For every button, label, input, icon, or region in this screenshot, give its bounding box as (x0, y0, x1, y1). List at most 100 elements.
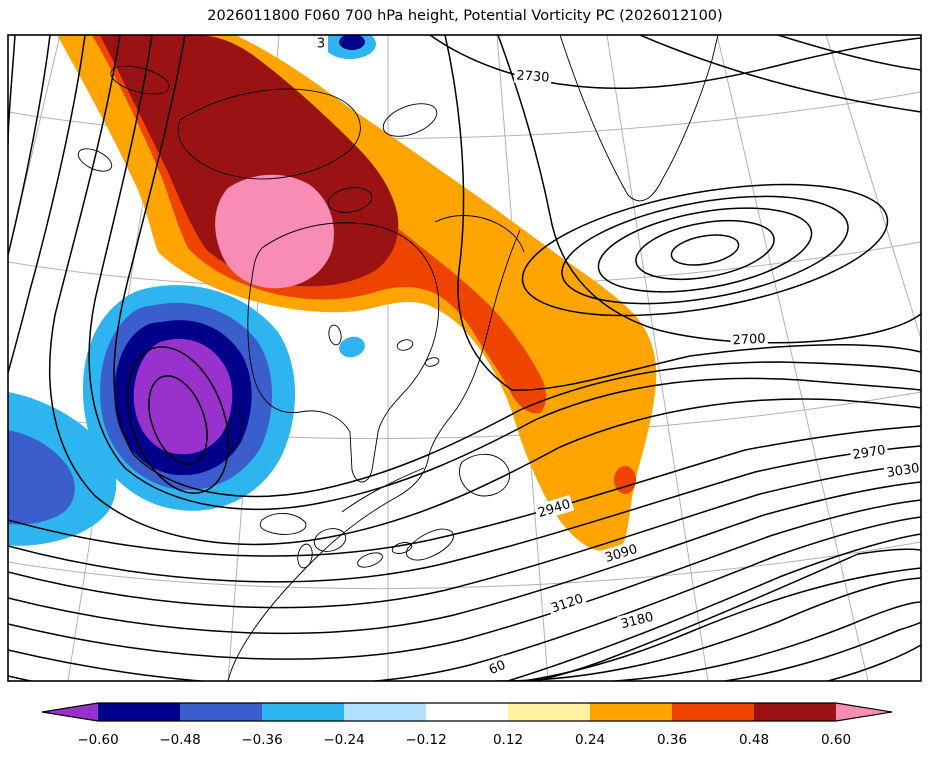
colorbar: −0.60 −0.48 −0.36 −0.24 −0.12 0.12 0.24 0.36 0.4… (41, 702, 893, 748)
pv-negative-west-inner (8, 430, 75, 525)
coast-southampton (327, 187, 373, 213)
colorbar-tick-label: 0.48 (739, 732, 769, 748)
contour-label-text: 2970 (852, 443, 887, 463)
colorbar-tick-label: 0.12 (493, 732, 523, 748)
colorbar-tick-label: 0.36 (657, 732, 687, 748)
contour-line (8, 35, 86, 374)
contour-closed-high (635, 220, 775, 280)
contour-line (8, 35, 16, 146)
contour-line (8, 499, 921, 660)
quebec-lake-1 (396, 339, 414, 351)
colorbar-cell (426, 703, 508, 721)
colorbar-tick-label: −0.36 (241, 732, 282, 748)
coast-island-2 (110, 65, 170, 95)
contour-line (495, 577, 921, 681)
contour-line-2730 (429, 35, 921, 90)
contour-line (200, 548, 921, 681)
coast-island-1 (382, 103, 438, 137)
lake-ontario (391, 542, 413, 554)
lake-huron (313, 528, 347, 552)
pv-positive-spot (614, 466, 636, 494)
pv-positive-core (215, 174, 334, 289)
coast-baffin (177, 88, 361, 180)
contour-label: 2730 (513, 66, 553, 86)
colorbar-cell (98, 703, 180, 721)
contour-line-2700 (497, 35, 921, 344)
contour-line (48, 35, 921, 546)
pv-shading (8, 35, 657, 552)
contour-closed-high (521, 183, 889, 317)
map-frame (7, 34, 922, 682)
colorbar-cell (262, 703, 344, 721)
lake-superior (259, 513, 307, 535)
coast-newfoundland (459, 453, 510, 497)
colorbar-tick-label: −0.24 (323, 732, 364, 748)
contour-label: 3 (314, 35, 328, 52)
contour-line (355, 567, 921, 681)
contour-line (8, 463, 921, 609)
colorbar-cell (672, 703, 754, 721)
contour-label: 3030 (883, 459, 921, 481)
coast-hudson-bay (247, 222, 440, 483)
coast-greenland (559, 35, 719, 202)
contour-label-text: 2730 (516, 68, 550, 85)
colorbar-cell (754, 703, 836, 721)
quebec-lake-2 (424, 357, 440, 367)
contour-line (8, 445, 921, 583)
colorbar-tick-label: −0.12 (405, 732, 446, 748)
height-contours (8, 35, 921, 681)
pv-negative-core (133, 338, 233, 455)
contour-line (113, 35, 921, 498)
colorbar-cell (180, 703, 262, 721)
contour-line (614, 601, 921, 681)
contour-line (777, 35, 921, 71)
colorbar-tick-label: 0.60 (821, 732, 851, 748)
pv-negative-dot (339, 336, 365, 358)
contour-label: 3180 (617, 607, 657, 633)
contour-label: 2970 (849, 441, 889, 463)
contour-label: 3120 (546, 589, 588, 617)
contour-closed-low (148, 375, 208, 465)
coast-nova-scotia (406, 528, 454, 561)
coast-ungava (434, 215, 525, 253)
colorbar-cell (590, 703, 672, 721)
contour-label: 60 (483, 655, 511, 679)
colorbar-cell (344, 703, 426, 721)
contour-line (8, 516, 921, 681)
lake-winnipeg (227, 409, 243, 451)
colorbar-tick-label: −0.48 (159, 732, 200, 748)
colorbar-tick-label: 0.24 (575, 732, 605, 748)
colorbar-outline (41, 702, 893, 722)
contour-line (8, 533, 921, 681)
coast-atlantic (227, 229, 521, 681)
colorbar-tick-label: −0.60 (77, 732, 118, 748)
contour-line (444, 35, 921, 391)
contour-closed-high (561, 195, 849, 305)
contour-closed-high (597, 207, 813, 293)
lake-michigan (297, 543, 313, 569)
contour-line (639, 35, 921, 113)
contour-label: 2700 (730, 330, 768, 348)
contour-line (88, 35, 921, 510)
contour-label-text: 3180 (619, 610, 655, 633)
pv-negative-top-core (339, 35, 365, 50)
contour-line (724, 621, 921, 681)
belcher-islands (328, 324, 342, 346)
contour-label-text: 3 (317, 37, 325, 52)
colorbar-over-arrow (836, 703, 892, 721)
colorbar-under-arrow (42, 703, 98, 721)
contour-line (8, 481, 921, 635)
lake-erie (357, 552, 383, 568)
coast-island-3 (77, 148, 113, 172)
contour-line (8, 35, 51, 256)
plot-title: 2026011800 F060 700 hPa height, Potentia… (207, 8, 722, 24)
coastlines (77, 35, 719, 681)
contour-line (8, 425, 921, 557)
contour-label-text: 3120 (549, 591, 585, 616)
contour-closed-low (126, 346, 230, 494)
contour-line (827, 644, 921, 681)
contour-label-text: 3030 (886, 461, 921, 481)
